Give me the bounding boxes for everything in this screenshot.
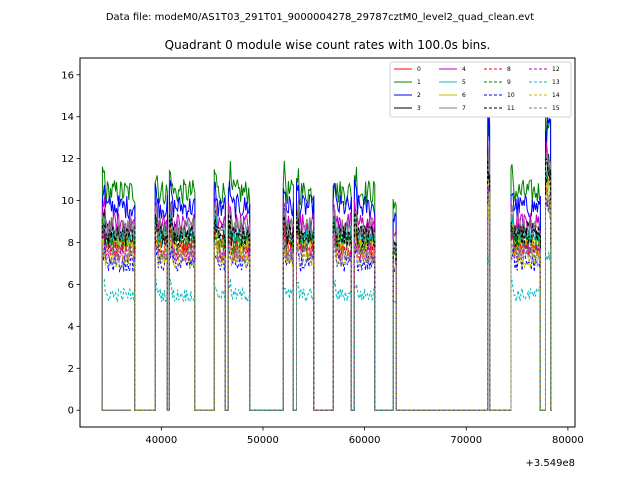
y-tick-label: 14 — [61, 112, 74, 123]
y-tick-label: 0 — [68, 406, 74, 417]
legend-box — [389, 61, 572, 118]
legend-label-1: 1 — [417, 79, 421, 86]
legend-label-10: 10 — [507, 92, 515, 99]
y-tick-label: 8 — [68, 238, 74, 249]
legend-label-15: 15 — [552, 105, 560, 112]
y-tick-label: 4 — [68, 322, 74, 333]
x-tick-label: 40000 — [145, 435, 177, 446]
x-tick-label: 80000 — [552, 435, 584, 446]
legend-label-9: 9 — [507, 79, 511, 86]
y-tick-label: 10 — [61, 196, 74, 207]
legend-label-0: 0 — [417, 66, 421, 73]
legend-label-2: 2 — [417, 92, 421, 99]
series-layer — [101, 99, 552, 411]
x-tick-label: 60000 — [349, 435, 381, 446]
legend-label-6: 6 — [462, 92, 466, 99]
series-line-11 — [101, 158, 552, 411]
legend-label-14: 14 — [552, 92, 560, 99]
legend-label-11: 11 — [507, 105, 515, 112]
y-tick-label: 2 — [68, 364, 74, 375]
legend-label-5: 5 — [462, 79, 466, 86]
y-tick-label: 12 — [61, 154, 74, 165]
y-tick-label: 6 — [68, 280, 74, 291]
chart-title: Quadrant 0 module wise count rates with … — [165, 38, 491, 52]
suptitle: Data file: modeM0/AS1T03_291T01_90000042… — [106, 12, 534, 23]
legend-label-7: 7 — [462, 105, 466, 112]
legend-label-12: 12 — [552, 66, 560, 73]
x-tick-label: 50000 — [247, 435, 279, 446]
x-tick-label: 70000 — [450, 435, 482, 446]
legend-label-8: 8 — [507, 66, 511, 73]
legend-label-13: 13 — [552, 79, 560, 86]
y-tick-label: 16 — [61, 70, 74, 81]
legend-label-3: 3 — [417, 105, 421, 112]
legend-label-4: 4 — [462, 66, 466, 73]
x-offset-label: +3.549e8 — [525, 458, 575, 469]
